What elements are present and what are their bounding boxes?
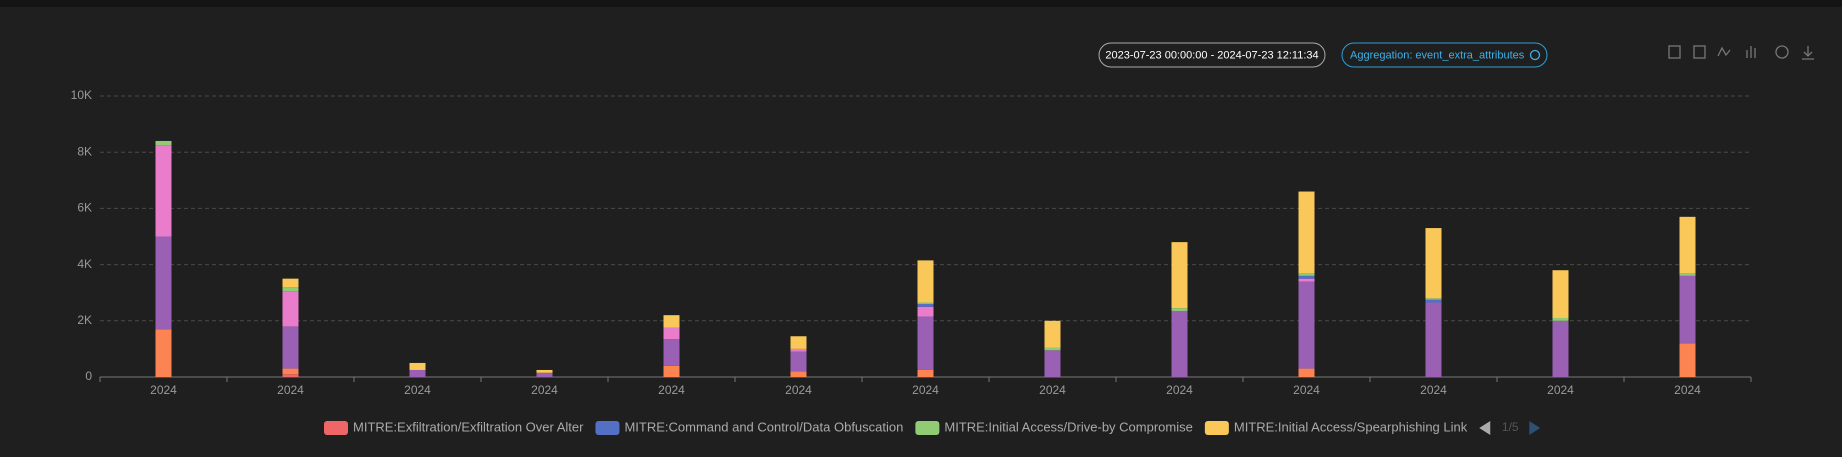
bar-segment bbox=[1425, 299, 1442, 303]
x-tick-label: 2024 bbox=[785, 383, 812, 397]
bar-segment bbox=[409, 362, 426, 370]
bar-segment bbox=[663, 339, 680, 366]
bar-segment bbox=[1298, 278, 1315, 282]
bar-segment bbox=[1425, 298, 1442, 300]
bar-segment bbox=[790, 351, 807, 372]
legend-swatch[interactable] bbox=[324, 421, 348, 435]
bar-segment bbox=[1298, 275, 1315, 279]
line-icon[interactable] bbox=[1717, 46, 1731, 57]
legend-swatch[interactable] bbox=[915, 421, 940, 435]
bar-segment bbox=[536, 369, 553, 373]
x-tick-label: 2024 bbox=[404, 383, 431, 397]
bar-segment bbox=[790, 371, 807, 377]
bar-segment bbox=[790, 348, 807, 352]
bar-segment bbox=[536, 372, 553, 377]
date-pill[interactable] bbox=[1098, 42, 1326, 68]
bar-segment bbox=[1679, 343, 1696, 377]
x-tick-label: 2024 bbox=[1674, 383, 1701, 397]
bar-segment bbox=[155, 236, 172, 330]
bar-segment bbox=[917, 260, 934, 303]
restore-icon[interactable] bbox=[1775, 45, 1789, 59]
legend-label[interactable]: MITRE:Initial Access/Drive-by Compromise bbox=[944, 419, 1193, 434]
bar-segment bbox=[1044, 350, 1061, 377]
bar-segment bbox=[282, 326, 299, 369]
bar-segment bbox=[1171, 310, 1188, 377]
bar-segment bbox=[282, 368, 299, 375]
bar-segment bbox=[155, 329, 172, 377]
aggregation-pill[interactable] bbox=[1341, 42, 1548, 68]
toolbox bbox=[1668, 45, 1814, 60]
legend-label[interactable]: MITRE:Command and Control/Data Obfuscati… bbox=[624, 419, 903, 434]
bar-segment bbox=[1425, 228, 1442, 299]
top-bar bbox=[0, 0, 1842, 7]
bar-segment bbox=[917, 302, 934, 304]
bar-segment bbox=[1679, 273, 1696, 276]
bar-segment bbox=[1679, 275, 1696, 344]
legend-swatch[interactable] bbox=[595, 421, 620, 435]
y-tick-label: 0 bbox=[85, 369, 92, 383]
bar-segment bbox=[663, 315, 680, 328]
x-tick-label: 2024 bbox=[1039, 383, 1066, 397]
y-tick-label: 8K bbox=[77, 144, 92, 158]
legend: MITRE:Exfiltration/Exfiltration Over Alt… bbox=[324, 419, 1541, 435]
bar-segment bbox=[663, 365, 680, 377]
date-range: 2023-07-23 00:00:00 - 2024-07-23 12:11:3… bbox=[1105, 49, 1318, 61]
x-tick-label: 2024 bbox=[531, 383, 558, 397]
bar-segment bbox=[790, 336, 807, 349]
bar-segment bbox=[917, 306, 934, 317]
x-tick-label: 2024 bbox=[912, 383, 939, 397]
legend-label[interactable]: MITRE:Exfiltration/Exfiltration Over Alt… bbox=[353, 419, 584, 434]
aggregation: Aggregation: event_extra_attributes bbox=[1350, 49, 1525, 61]
bar-segment bbox=[282, 287, 299, 292]
bar-segment bbox=[1552, 270, 1569, 318]
y-tick-label: 6K bbox=[77, 201, 92, 215]
x-tick-label: 2024 bbox=[658, 383, 685, 397]
y-tick-label: 10K bbox=[71, 88, 92, 102]
bar-segment bbox=[1171, 308, 1188, 311]
x-tick-label: 2024 bbox=[1547, 383, 1574, 397]
bar-segment bbox=[917, 303, 934, 307]
bar-segment bbox=[1298, 368, 1315, 377]
bar-segment bbox=[1552, 317, 1569, 321]
bar-segment bbox=[917, 316, 934, 370]
legend-next[interactable] bbox=[1529, 421, 1541, 435]
bar-segment bbox=[1298, 191, 1315, 274]
x-tick-label: 2024 bbox=[1420, 383, 1447, 397]
bar-icon[interactable] bbox=[1746, 46, 1756, 58]
save-icon[interactable] bbox=[1802, 46, 1814, 60]
bar-segment bbox=[282, 291, 299, 327]
x-tick-label: 2024 bbox=[150, 383, 177, 397]
refresh-icon[interactable] bbox=[1529, 49, 1541, 61]
legend-label[interactable]: MITRE:Initial Access/Spearphishing Link bbox=[1234, 419, 1468, 434]
bar-segment bbox=[155, 145, 172, 237]
bar-segment bbox=[409, 369, 426, 377]
x-tick-label: 2024 bbox=[1293, 383, 1320, 397]
x-tick-label: 2024 bbox=[1166, 383, 1193, 397]
bar-segment bbox=[1044, 347, 1061, 351]
bar-segment bbox=[282, 374, 299, 377]
legend-prev[interactable] bbox=[1479, 421, 1491, 435]
bar-segment bbox=[1679, 216, 1696, 274]
y-tick-label: 2K bbox=[77, 313, 92, 327]
bar-segment bbox=[917, 369, 934, 377]
bar-segment bbox=[1298, 281, 1315, 369]
bar-segment bbox=[1298, 273, 1315, 276]
bar-segment bbox=[282, 278, 299, 288]
x-tick-label: 2024 bbox=[277, 383, 304, 397]
zoom-icon[interactable] bbox=[1668, 45, 1681, 59]
legend-page: 1/5 bbox=[1502, 420, 1519, 434]
bar-segment bbox=[1044, 320, 1061, 348]
bar-segment bbox=[1552, 320, 1569, 377]
y-tick-label: 4K bbox=[77, 257, 92, 271]
bar-segment bbox=[663, 327, 680, 340]
bar-segment bbox=[1171, 242, 1188, 309]
bar-segment bbox=[1425, 302, 1442, 377]
bar-segment bbox=[155, 140, 172, 146]
zoom-reset-icon[interactable] bbox=[1693, 45, 1706, 59]
legend-swatch[interactable] bbox=[1204, 421, 1229, 435]
